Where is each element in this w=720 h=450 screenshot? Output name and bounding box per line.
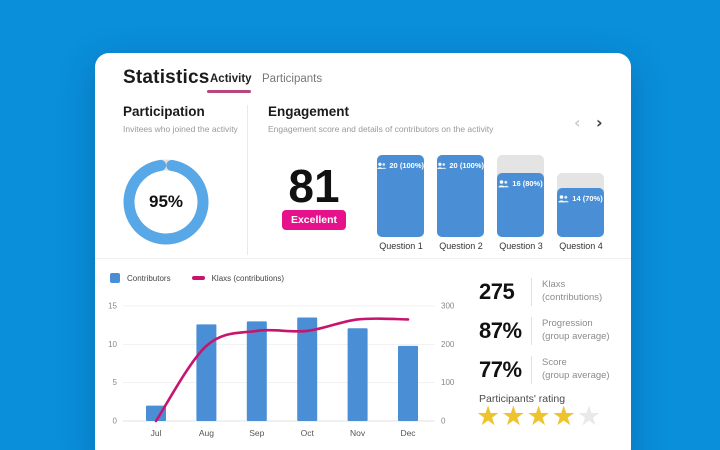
star-filled-icon: ★	[551, 401, 577, 432]
contributors-legend-label: Contributors	[127, 273, 171, 283]
engagement-score: 81	[288, 160, 340, 212]
contributors-icon	[558, 194, 569, 202]
left-axis-tick: 10	[108, 340, 117, 349]
engagement-score-badge: Excellent	[282, 210, 346, 230]
x-axis-label: Sep	[249, 428, 264, 438]
engagement-bar-chart: 20 (100%) Question 1 20 (100%) Question 2 16…	[373, 155, 709, 251]
contributors-bar-Oct	[297, 317, 318, 421]
score-label: Score (group average)	[542, 357, 610, 381]
x-axis-label: Dec	[400, 428, 416, 438]
contributors-bar-Jul	[146, 405, 166, 421]
active-tab-underline	[207, 90, 251, 93]
left-axis-tick: 0	[113, 417, 118, 426]
contributors-icon	[498, 179, 509, 187]
x-axis-label: Nov	[350, 428, 366, 438]
left-axis-tick: 5	[113, 378, 118, 387]
question-bar-fill: 20 (100%)	[437, 155, 484, 237]
question-bar-label: Question 1	[379, 241, 423, 251]
klaxs-value: 275	[479, 279, 515, 304]
contributors-icon	[437, 162, 447, 169]
page-title: Statistics	[123, 67, 210, 88]
question-bar-fill: 20 (100%)	[377, 155, 424, 237]
question-bar-fill: 14 (70%)	[557, 188, 604, 237]
question-bar-3: 16 (80%) Question 3	[497, 155, 544, 251]
contributors-combo-chart: 0 5 10 15 0 100 200 300 Jul Aug Sep Oct Nov Dec	[108, 302, 455, 439]
right-axis-tick: 200	[441, 340, 455, 349]
question-bar-label: Question 3	[499, 241, 543, 251]
contributors-icon	[377, 162, 387, 169]
stat-divider	[531, 278, 532, 306]
question-bar-value: 20 (100%)	[389, 161, 424, 170]
question-bar-fill: 16 (80%)	[497, 173, 544, 237]
question-bar-value: 20 (100%)	[449, 161, 484, 170]
star-filled-icon: ★	[526, 401, 552, 432]
tab-activity[interactable]: Activity	[210, 73, 252, 85]
donut-ring	[123, 159, 209, 245]
participation-donut-chart: 95%	[116, 152, 216, 252]
star-empty-icon: ★	[576, 401, 603, 432]
right-axis-tick: 100	[441, 378, 455, 387]
star-filled-icon: ★	[476, 401, 502, 432]
chevron-left-icon[interactable]: ‹	[574, 113, 581, 132]
progression-label: Progression (group average)	[542, 318, 610, 342]
star-filled-icon: ★	[501, 401, 527, 432]
x-axis-label: Aug	[199, 428, 214, 438]
score-value: 77%	[479, 357, 522, 382]
participants-rating-label: Participants' rating	[479, 393, 566, 405]
engagement-title: Engagement	[268, 104, 350, 119]
question-bar-label: Question 4	[559, 241, 603, 251]
progression-value: 87%	[479, 318, 522, 343]
engagement-subtitle: Engagement score and details of contribu…	[268, 124, 494, 134]
participation-subtitle: Invitees who joined the activity	[123, 124, 238, 134]
klaxs-line	[154, 317, 410, 423]
stat-row-progression: 87% Progression (group average)	[479, 316, 629, 346]
tab-participants[interactable]: Participants	[262, 73, 323, 85]
statistics-card: Statistics Activity Participants Partici…	[95, 53, 631, 450]
klaxs-label: Klaxs (contributions)	[542, 279, 603, 303]
stat-divider	[531, 356, 532, 384]
contributors-legend-swatch	[110, 273, 120, 283]
chart-legend: Contributors Klaxs (contributions)	[110, 273, 284, 283]
question-bar-value: 16 (80%)	[512, 179, 543, 188]
stat-divider	[531, 317, 532, 345]
participants-rating-stars: ★★★★★	[476, 401, 602, 432]
stat-row-score: 77% Score (group average)	[479, 355, 629, 385]
question-bar-2: 20 (100%) Question 2	[437, 155, 484, 251]
question-bar-1: 20 (100%) Question 1	[377, 155, 424, 251]
chevron-right-icon[interactable]: ›	[596, 113, 603, 132]
question-bar-value: 14 (70%)	[572, 194, 603, 203]
x-axis-label: Jul	[151, 428, 162, 438]
contributors-bar-Dec	[398, 345, 418, 421]
x-axis-label: Oct	[301, 428, 315, 438]
contributors-bar-Aug	[196, 324, 217, 421]
question-bar-label: Question 2	[439, 241, 483, 251]
right-axis-tick: 0	[441, 417, 446, 426]
stat-row-klaxs: 275 Klaxs (contributions)	[479, 277, 629, 307]
right-axis-tick: 300	[441, 302, 455, 311]
contributors-bar-Nov	[347, 328, 368, 421]
section-divider-horizontal	[95, 258, 631, 259]
klaxs-legend-swatch	[191, 276, 205, 280]
contributors-bar-Sep	[246, 321, 267, 421]
participation-title: Participation	[123, 104, 205, 119]
participation-percent: 95%	[148, 192, 184, 211]
stats-panel: 275 Klaxs (contributions) 87% Progressio…	[479, 277, 629, 394]
klaxs-legend-label: Klaxs (contributions)	[211, 273, 285, 283]
section-divider-vertical	[247, 105, 248, 255]
question-bar-4: 14 (70%) Question 4	[557, 155, 604, 251]
left-axis-tick: 15	[108, 302, 117, 311]
